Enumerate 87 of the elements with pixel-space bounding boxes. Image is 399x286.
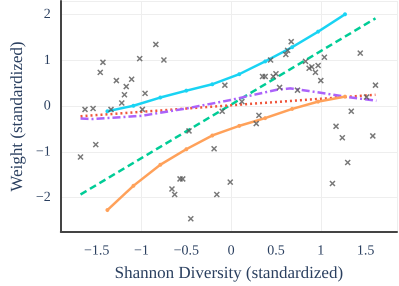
point (267, 56, 274, 64)
point (237, 72, 242, 76)
x-tick-label: 1 (317, 244, 324, 258)
point (77, 154, 84, 160)
point (121, 92, 128, 98)
point (100, 59, 106, 66)
point (136, 55, 143, 62)
point (348, 108, 355, 114)
x-tick-label: −0.5 (174, 244, 200, 258)
point (263, 59, 268, 64)
point (122, 83, 130, 90)
point (256, 112, 262, 119)
point (316, 30, 320, 34)
point (158, 96, 162, 100)
x-axis-title: Shannon Diversity (standardized) (114, 263, 344, 282)
point (284, 47, 291, 54)
y-axis-title: Weight (standardized) (7, 41, 26, 192)
point (139, 106, 146, 113)
x-tick-label: 0.5 (267, 244, 285, 258)
x-tick-label: −1 (134, 244, 149, 258)
point (288, 38, 294, 45)
x-tick-label: 1.5 (356, 244, 374, 258)
point (90, 105, 96, 112)
point (210, 146, 218, 152)
y-tick-label: −2 (36, 190, 51, 206)
point (131, 184, 136, 188)
point (272, 70, 280, 77)
point (222, 82, 228, 88)
point (294, 86, 301, 94)
point (237, 124, 242, 128)
point (218, 108, 226, 114)
point (96, 69, 104, 76)
point (118, 100, 126, 106)
point (332, 123, 340, 130)
x-tick-label: −1.5 (84, 244, 110, 258)
point (158, 162, 162, 167)
point (321, 54, 328, 61)
point (270, 73, 277, 80)
point (113, 77, 120, 84)
point (252, 120, 260, 127)
point (344, 159, 351, 166)
point (214, 191, 220, 198)
point (262, 73, 268, 80)
point (306, 64, 312, 72)
point (188, 215, 194, 222)
point (186, 128, 192, 134)
y-tick-label: 1 (44, 52, 51, 68)
point (276, 84, 283, 91)
point (184, 147, 188, 152)
point (152, 41, 160, 48)
point (263, 116, 268, 120)
point (329, 180, 336, 187)
y-tick-label: −1 (36, 144, 51, 160)
point (82, 106, 88, 113)
point (339, 134, 346, 142)
point (343, 94, 347, 99)
point (290, 45, 294, 50)
point (370, 132, 376, 140)
point (179, 176, 186, 182)
point (210, 133, 214, 138)
point (92, 141, 100, 148)
point (142, 90, 148, 97)
point (160, 56, 168, 64)
point (131, 104, 136, 108)
point (184, 88, 188, 93)
point (259, 73, 266, 80)
y-tick-label: 0 (44, 98, 51, 114)
point (363, 94, 370, 100)
point (226, 178, 234, 186)
point (108, 106, 114, 113)
point (290, 106, 294, 111)
point (128, 76, 135, 82)
point (316, 100, 320, 104)
point (238, 98, 246, 105)
point (105, 208, 110, 212)
point (318, 77, 324, 84)
point (176, 176, 184, 182)
point (308, 64, 316, 70)
point (356, 50, 364, 56)
point (372, 82, 379, 88)
x-tick-label: 0 (228, 244, 235, 258)
y-tick-label: 2 (44, 7, 51, 22)
point (210, 82, 214, 86)
point (302, 58, 309, 65)
line-series (79, 87, 378, 120)
point (343, 12, 347, 16)
point (282, 51, 290, 58)
